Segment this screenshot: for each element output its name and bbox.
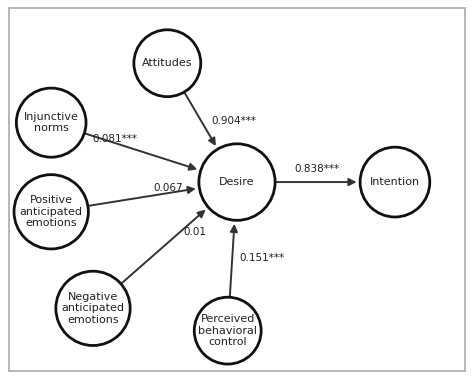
Text: Desire: Desire xyxy=(219,177,255,187)
Text: 0.151***: 0.151*** xyxy=(239,253,284,263)
Text: Intention: Intention xyxy=(370,177,420,187)
Ellipse shape xyxy=(360,147,430,217)
Ellipse shape xyxy=(14,175,88,249)
Ellipse shape xyxy=(134,30,201,97)
Text: 0.904***: 0.904*** xyxy=(211,116,256,126)
Text: 0.081***: 0.081*** xyxy=(92,135,137,144)
Ellipse shape xyxy=(199,144,275,220)
Text: 0.067: 0.067 xyxy=(154,183,183,193)
Text: 0.01: 0.01 xyxy=(183,227,207,237)
Ellipse shape xyxy=(56,271,130,346)
Ellipse shape xyxy=(194,297,261,364)
Text: Attitudes: Attitudes xyxy=(142,58,192,68)
Text: 0.838***: 0.838*** xyxy=(294,164,339,174)
Text: Positive
anticipated
emotions: Positive anticipated emotions xyxy=(20,195,82,229)
Text: Perceived
behavioral
control: Perceived behavioral control xyxy=(198,314,257,347)
Text: Negative
anticipated
emotions: Negative anticipated emotions xyxy=(62,292,125,325)
Ellipse shape xyxy=(16,88,86,157)
Text: Injunctive
norms: Injunctive norms xyxy=(24,112,79,133)
